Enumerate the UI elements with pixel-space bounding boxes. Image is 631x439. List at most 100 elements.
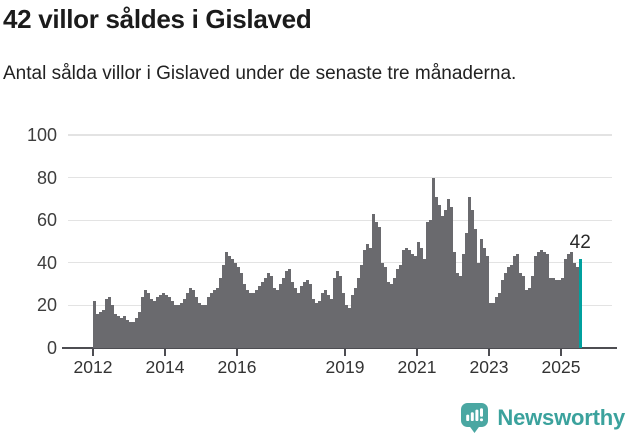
chart-subtitle: Antal sålda villor i Gislaved under de s…	[3, 63, 517, 84]
bar	[225, 252, 228, 348]
bar	[558, 279, 561, 348]
brand-footer: Newsworthy	[460, 402, 625, 434]
bar	[516, 254, 519, 348]
bar	[273, 288, 276, 348]
bar	[513, 256, 516, 348]
bar	[261, 281, 264, 348]
bar	[282, 277, 285, 348]
bar	[459, 275, 462, 348]
highlighted-bar	[579, 258, 583, 348]
bar	[294, 288, 297, 348]
bar	[255, 290, 258, 348]
bar	[441, 215, 444, 348]
bar	[129, 322, 132, 348]
bar	[429, 220, 432, 348]
bar	[300, 286, 303, 348]
x-axis-tick	[344, 349, 346, 357]
bar	[387, 281, 390, 348]
bar	[117, 316, 120, 348]
bar	[399, 264, 402, 348]
bar	[465, 232, 468, 348]
bar	[303, 281, 306, 348]
bar	[339, 275, 342, 348]
bar	[216, 288, 219, 348]
y-axis-tick-label: 40	[36, 252, 57, 273]
y-axis-tick-label: 60	[36, 210, 57, 231]
bar	[132, 322, 135, 348]
bar	[450, 207, 453, 348]
gridline	[68, 134, 612, 136]
bar	[486, 256, 489, 348]
bar	[552, 277, 555, 348]
bar	[522, 275, 525, 348]
x-axis-tick-label: 2014	[145, 357, 185, 377]
bar	[489, 303, 492, 348]
bar	[237, 267, 240, 348]
bar	[504, 273, 507, 348]
bar	[402, 250, 405, 348]
x-axis-line	[62, 346, 617, 350]
bar	[198, 303, 201, 348]
x-axis-tick-label: 2016	[217, 357, 257, 377]
brand-name: Newsworthy	[497, 405, 625, 430]
bar	[534, 256, 537, 348]
bar	[321, 292, 324, 348]
y-axis-tick-label: 80	[36, 167, 57, 188]
bar	[291, 281, 294, 348]
bar	[267, 273, 270, 348]
bar	[381, 262, 384, 348]
bar	[180, 303, 183, 348]
bar	[93, 301, 96, 348]
bar	[498, 292, 501, 348]
bar	[567, 254, 570, 348]
bar	[174, 305, 177, 348]
bar	[177, 305, 180, 348]
bar	[96, 313, 99, 348]
bar	[378, 226, 381, 348]
bar	[138, 311, 141, 348]
x-axis-tick-label: 2025	[541, 357, 581, 377]
bar	[540, 250, 543, 348]
bar	[333, 277, 336, 348]
x-axis-tick	[488, 349, 490, 357]
bar	[492, 303, 495, 348]
bar	[183, 299, 186, 348]
bar	[570, 252, 573, 348]
y-axis-tick-label: 20	[36, 295, 57, 316]
bar	[312, 299, 315, 348]
bar	[366, 243, 369, 348]
bar	[315, 303, 318, 348]
bar	[231, 258, 234, 348]
bar	[384, 267, 387, 348]
bar	[453, 252, 456, 348]
bar	[276, 290, 279, 348]
bar	[309, 284, 312, 348]
bar	[126, 320, 129, 348]
bar	[285, 271, 288, 348]
bar	[189, 288, 192, 348]
bar	[564, 258, 567, 348]
bar	[537, 252, 540, 348]
bar	[330, 299, 333, 348]
bar	[99, 311, 102, 348]
bar	[543, 252, 546, 348]
bar	[423, 258, 426, 348]
bar	[342, 292, 345, 348]
bar	[204, 305, 207, 348]
bar	[234, 262, 237, 348]
bar	[186, 292, 189, 348]
y-axis-tick-label: 0	[46, 338, 57, 358]
bar	[519, 273, 522, 348]
bar	[507, 267, 510, 348]
bar	[279, 284, 282, 348]
bar	[318, 301, 321, 348]
gridline	[68, 219, 612, 221]
bar	[435, 196, 438, 348]
x-axis-tick-label: 2012	[73, 357, 113, 377]
bar	[357, 277, 360, 348]
bar	[549, 277, 552, 348]
bar	[243, 284, 246, 348]
bar	[141, 296, 144, 348]
x-axis-tick-label: 2021	[397, 357, 437, 377]
bar	[510, 264, 513, 348]
